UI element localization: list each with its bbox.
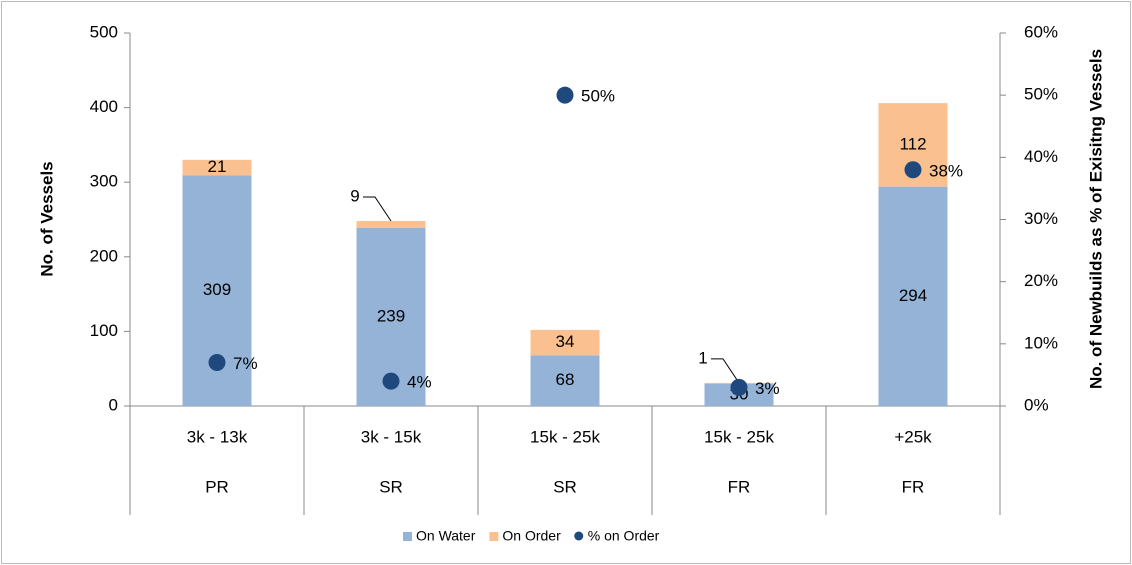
- bar-segment: [530, 355, 600, 406]
- bar-segment: [878, 186, 948, 406]
- point: [556, 86, 574, 104]
- bar-segment: [530, 329, 600, 356]
- data-label: 1: [698, 348, 707, 367]
- point: [208, 353, 226, 371]
- data-label: 294: [899, 286, 927, 305]
- y-tick-label: 0: [109, 395, 118, 414]
- x-tick-label: 15k - 25k: [704, 427, 774, 446]
- bar-segment: [182, 159, 252, 176]
- y2-tick-label: 30%: [1024, 209, 1058, 228]
- x-group-label: SR: [379, 477, 403, 496]
- data-label: 34: [556, 332, 575, 351]
- x-group-label: PR: [205, 477, 229, 496]
- x-group-label: SR: [553, 477, 577, 496]
- y-tick-label: 500: [90, 22, 118, 41]
- y2-tick-label: 0%: [1024, 395, 1049, 414]
- x-tick-label: 3k - 13k: [187, 427, 248, 446]
- legend-label: On Water: [416, 528, 476, 544]
- x-tick-label: +25k: [894, 427, 932, 446]
- data-label: 9: [350, 186, 359, 205]
- y2-tick-label: 60%: [1024, 22, 1058, 41]
- y-tick-label: 100: [90, 321, 118, 340]
- point-label: 7%: [233, 354, 258, 373]
- data-label: 309: [203, 280, 231, 299]
- point: [730, 378, 748, 396]
- legend-label: On Order: [502, 528, 561, 544]
- data-label: 68: [556, 370, 575, 389]
- y-tick-label: 200: [90, 246, 118, 265]
- y2-tick-label: 10%: [1024, 333, 1058, 352]
- legend-label: % on Order: [588, 528, 660, 544]
- x-group-label: FR: [902, 477, 925, 496]
- leader-line: [363, 196, 392, 222]
- y-tick-label: 400: [90, 97, 118, 116]
- legend-swatch: [489, 532, 499, 541]
- point: [904, 161, 922, 179]
- y-tick-label: 300: [90, 172, 118, 191]
- data-label: 239: [377, 306, 405, 325]
- x-group-label: FR: [728, 477, 751, 496]
- point-label: 50%: [581, 87, 615, 106]
- leader-line: [711, 358, 740, 384]
- data-label: 21: [208, 157, 227, 176]
- x-tick-label: 15k - 25k: [530, 427, 600, 446]
- y2-axis-title: No. of Newbuilds as % of Exisitng Vessel…: [1086, 49, 1105, 389]
- y2-tick-label: 20%: [1024, 271, 1058, 290]
- bar-segment: [356, 220, 426, 228]
- point: [382, 372, 400, 390]
- data-label: 112: [899, 134, 926, 153]
- point-label: 4%: [407, 373, 432, 392]
- legend-marker: [574, 531, 584, 541]
- y2-tick-label: 50%: [1024, 85, 1058, 104]
- point-label: 3%: [755, 379, 780, 398]
- y-axis-title: No. of Vessels: [37, 161, 56, 276]
- y2-tick-label: 40%: [1024, 147, 1058, 166]
- x-tick-label: 3k - 15k: [361, 427, 422, 446]
- legend-swatch: [403, 532, 412, 541]
- point-label: 38%: [929, 161, 963, 180]
